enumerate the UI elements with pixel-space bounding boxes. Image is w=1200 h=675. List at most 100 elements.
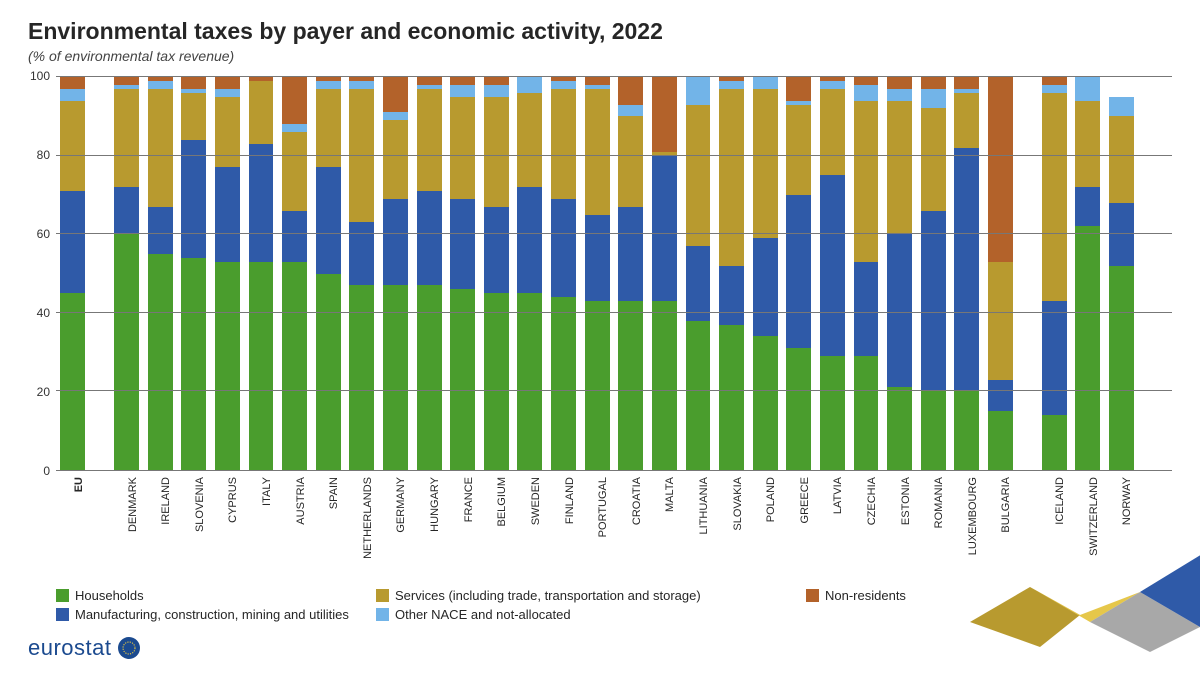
bar-segment [383,199,408,285]
stacked-bar [786,77,811,470]
bar-segment [282,132,307,211]
brand-text: eurostat [28,635,112,661]
x-tick-label: POLAND [765,477,777,522]
bar-slot [715,77,749,470]
x-tick-label: SLOVENIA [194,477,206,532]
bar-segment [954,148,979,392]
bar-slot [748,77,782,470]
bar-segment [484,77,509,85]
bar-segment [719,325,744,470]
bar-segment [921,77,946,89]
bar-segment [1075,101,1100,187]
bar-segment [450,199,475,289]
bar-segment [786,348,811,470]
bar-segment [114,89,139,187]
bar-segment [820,81,845,89]
bar-slot [547,77,581,470]
x-tick-label: NORWAY [1121,477,1133,525]
bar-segment [484,97,509,207]
bar-segment [887,101,912,235]
bar-segment [988,411,1013,470]
bar-segment [215,89,240,97]
bar-segment [1042,85,1067,93]
bar-segment [585,215,610,301]
stacked-bar [60,77,85,470]
bar-segment [282,124,307,132]
bar-slot [345,77,379,470]
bar-segment [686,246,711,321]
bar-slot [1037,77,1071,470]
stacked-bar [316,77,341,470]
y-tick-label: 60 [37,227,50,241]
bar-segment [988,380,1013,411]
bar-segment [854,262,879,356]
legend-swatch [806,589,819,602]
bar-slot [1105,77,1139,470]
bar-segment [60,101,85,191]
stacked-bar [215,77,240,470]
x-axis-labels: EUDENMARKIRELANDSLOVENIACYPRUSITALYAUSTR… [56,471,1172,506]
bar-segment [719,266,744,325]
bar-segment [954,77,979,89]
bar-slot [513,77,547,470]
bar-segment [1109,116,1134,202]
bar-slot [782,77,816,470]
bar-segment [1109,203,1134,266]
bar-slot [648,77,682,470]
bar-segment [249,81,274,144]
bar-slot [849,77,883,470]
bar-segment [854,101,879,262]
bar-segment [551,81,576,89]
bar-segment [854,85,879,101]
bar-segment [249,144,274,262]
bar-slot [681,77,715,470]
x-tick-label: EU [73,477,85,492]
bar-segment [349,81,374,89]
legend-item: Services (including trade, transportatio… [376,588,806,603]
stacked-bar [282,77,307,470]
bar-segment [383,120,408,199]
bar-segment [854,77,879,85]
chart-title: Environmental taxes by payer and economi… [28,18,1172,45]
bar-segment [618,116,643,206]
stacked-bar [719,77,744,470]
chart-subtitle: (% of environmental tax revenue) [28,48,1172,64]
bar-slot [379,77,413,470]
bar-segment [921,211,946,392]
bar-segment [753,336,778,470]
bar-segment [282,262,307,470]
stacked-bar [954,77,979,470]
x-tick-label: CYPRUS [227,477,239,523]
y-tick-label: 80 [37,148,50,162]
bar-slot [816,77,850,470]
bar-slot [244,77,278,470]
bar-segment [921,391,946,470]
bar-segment [1075,187,1100,226]
x-tick-label: LITHUANIA [698,477,710,534]
bar-segment [854,356,879,470]
bar-segment [316,274,341,471]
bar-segment [585,301,610,470]
bar-slot [211,77,245,470]
corner-ribbon [970,537,1200,657]
legend-label: Households [75,588,144,603]
bar-segment [1109,266,1134,470]
bar-segment [517,187,542,293]
bar-segment [820,175,845,356]
bar-segment [517,293,542,470]
chart-area: 020406080100 EUDENMARKIRELANDSLOVENIACYP… [28,76,1172,506]
bar-segment [753,77,778,89]
stacked-bar [753,77,778,470]
x-tick-label: ITALY [261,477,273,506]
x-tick-label: ICELAND [1054,477,1066,525]
bar-segment [652,77,677,152]
bar-slot [479,77,513,470]
legend-label: Other NACE and not-allocated [395,607,571,622]
bar-segment [349,285,374,470]
bar-segment [753,238,778,336]
bar-segment [383,112,408,120]
bar-segment [181,140,206,258]
bar-segment [60,191,85,293]
stacked-bar [450,77,475,470]
bar-segment [1042,301,1067,415]
